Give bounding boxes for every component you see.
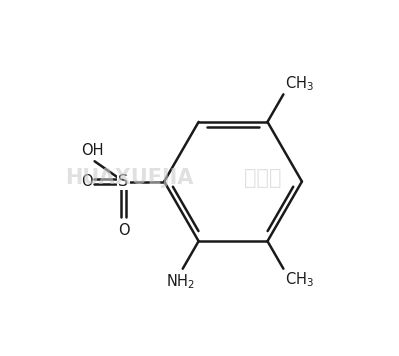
Text: CH$_3$: CH$_3$ xyxy=(285,271,314,289)
Text: OH: OH xyxy=(82,143,104,158)
Text: S: S xyxy=(119,174,128,189)
Text: 化学加: 化学加 xyxy=(244,168,282,188)
Text: CH$_3$: CH$_3$ xyxy=(285,74,314,93)
Text: HUAXUEJIA: HUAXUEJIA xyxy=(65,168,193,188)
Text: O: O xyxy=(118,223,129,238)
Text: O: O xyxy=(81,174,93,189)
Text: NH$_2$: NH$_2$ xyxy=(166,272,196,291)
